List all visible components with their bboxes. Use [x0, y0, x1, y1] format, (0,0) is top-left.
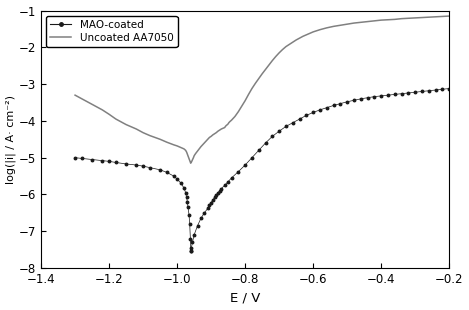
Legend: MAO-coated, Uncoated AA7050: MAO-coated, Uncoated AA7050 — [46, 16, 178, 47]
Y-axis label: log(|i| / A· cm⁻²): log(|i| / A· cm⁻²) — [6, 95, 16, 184]
X-axis label: E / V: E / V — [230, 291, 260, 304]
